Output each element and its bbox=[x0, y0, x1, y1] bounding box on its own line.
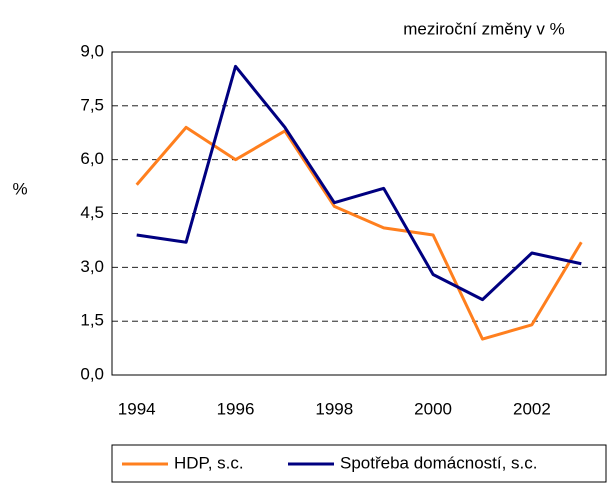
legend-label: HDP, s.c. bbox=[174, 453, 244, 472]
x-tick-label: 1996 bbox=[217, 399, 255, 418]
y-tick-label: 1,5 bbox=[80, 311, 104, 330]
y-axis-label: % bbox=[12, 179, 27, 198]
chart-subtitle: meziroční změny v % bbox=[403, 19, 565, 38]
y-tick-label: 7,5 bbox=[80, 95, 104, 114]
legend-label: Spotřeba domácností, s.c. bbox=[340, 453, 538, 472]
y-tick-label: 4,5 bbox=[80, 203, 104, 222]
series-line bbox=[135, 125, 583, 341]
y-tick-label: 9,0 bbox=[80, 41, 104, 60]
legend-box bbox=[111, 444, 607, 483]
y-tick-label: 3,0 bbox=[80, 257, 104, 276]
x-tick-label: 1998 bbox=[315, 399, 353, 418]
y-tick-label: 6,0 bbox=[80, 149, 104, 168]
x-tick-label: 2000 bbox=[414, 399, 452, 418]
x-tick-label: 2002 bbox=[513, 399, 551, 418]
x-tick-label: 1994 bbox=[118, 399, 156, 418]
series-line bbox=[136, 64, 582, 302]
plot-frame bbox=[111, 51, 607, 376]
y-tick-label: 0,0 bbox=[80, 364, 104, 383]
